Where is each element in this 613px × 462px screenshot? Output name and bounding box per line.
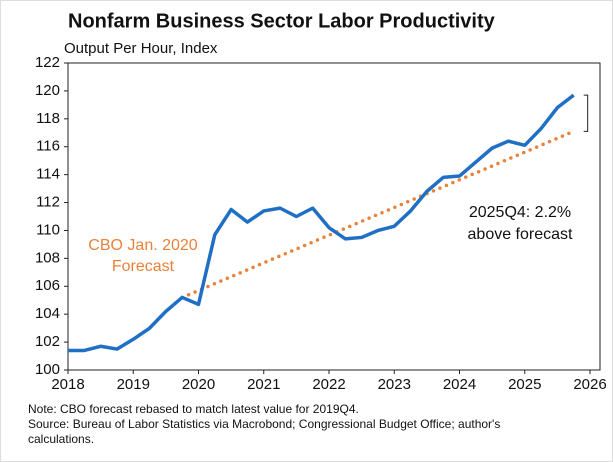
y-tick-label: 104 [35, 305, 60, 322]
x-tick-label: 2022 [312, 376, 345, 393]
x-tick-label: 2024 [443, 376, 476, 393]
forecast-label: CBO Jan. 2020 [88, 237, 198, 254]
forecast-label: Forecast [112, 258, 175, 275]
y-tick-label: 114 [36, 166, 60, 183]
forecast-line [180, 129, 576, 300]
x-tick-label: 2020 [182, 376, 215, 393]
note: calculations. [28, 432, 94, 446]
y-tick-label: 116 [36, 138, 60, 155]
note: Source: Bureau of Labor Statistics via M… [28, 417, 500, 431]
x-tick-label: 2019 [117, 376, 150, 393]
gap-bracket [583, 94, 589, 132]
y-tick-label: 118 [36, 110, 60, 127]
subtitle: Output Per Hour, Index [64, 40, 218, 57]
x-tick-label: 2025 [508, 376, 541, 393]
y-tick-label: 112 [36, 194, 60, 211]
y-tick-label: 122 [35, 54, 60, 71]
x-tick-label: 2026 [573, 376, 606, 393]
y-tick-label: 106 [35, 277, 60, 294]
y-tick-label: 100 [35, 361, 60, 378]
y-tick-label: 110 [36, 221, 60, 238]
x-tick-label: 2023 [378, 376, 411, 393]
data-line [68, 93, 575, 353]
y-tick-label: 120 [35, 82, 60, 99]
note: Note: CBO forecast rebased to match late… [28, 402, 359, 416]
gap-label: above forecast [468, 226, 574, 243]
plot-frame [67, 62, 601, 371]
x-tick-label: 2021 [247, 376, 280, 393]
chart-title: Nonfarm Business Sector Labor Productivi… [68, 10, 496, 32]
x-tick-label: 2018 [51, 376, 84, 393]
y-tick-label: 108 [35, 249, 60, 266]
gap-label: 2025Q4: 2.2% [469, 204, 571, 221]
y-tick-label: 102 [35, 333, 60, 350]
